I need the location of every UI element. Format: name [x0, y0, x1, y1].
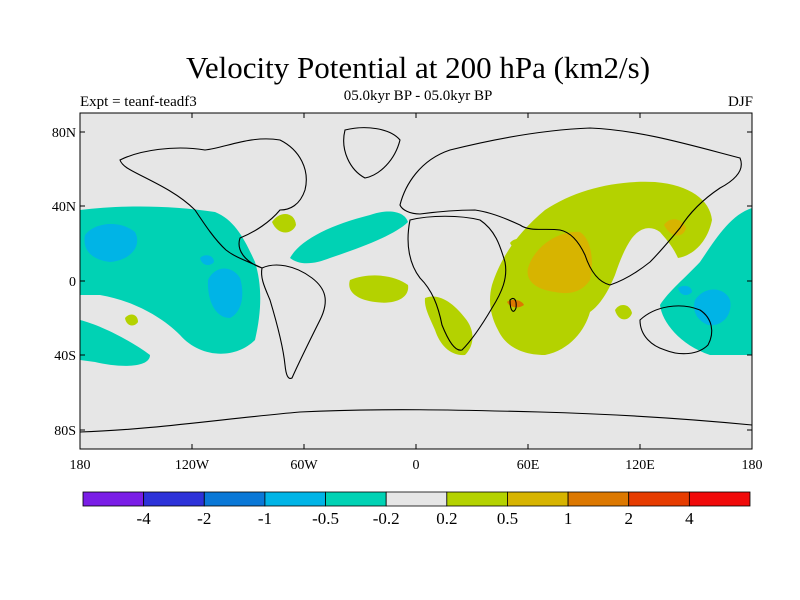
positive-region-north-atlantic	[272, 214, 296, 233]
positive-region-australia	[615, 304, 632, 320]
negative-core-west-pacific	[694, 289, 731, 326]
colorbar-label: 0.2	[436, 509, 457, 528]
lat-tick-label: 80S	[54, 424, 76, 439]
positive-core-japan	[664, 219, 686, 236]
plot-title: Velocity Potential at 200 hPa (km2/s)	[185, 50, 651, 85]
lon-tick-label: 180	[70, 458, 91, 473]
colorbar-box	[203, 491, 266, 507]
lon-tick-label: 120W	[175, 458, 210, 473]
lat-tick-label: 80N	[52, 126, 76, 141]
colorbar-label: 4	[685, 509, 694, 528]
colorbar-box	[628, 491, 690, 507]
contour-fill-layer	[80, 181, 752, 366]
colorbar-label: -2	[197, 509, 211, 528]
negative-region-south-pacific	[80, 320, 150, 366]
lon-tick-label: 0	[413, 458, 420, 473]
longitude-axis: 180 120W 60W 0 60E 120E 180	[70, 113, 763, 473]
lat-tick-label: 40N	[52, 200, 76, 215]
colorbar-box	[143, 491, 205, 507]
colorbar-box	[688, 491, 751, 507]
colorbar-box	[325, 491, 387, 507]
coastline-australia	[639, 305, 713, 355]
colorbar-box	[507, 491, 569, 507]
negative-region-west-pacific	[660, 208, 752, 355]
positive-core-small	[507, 299, 524, 308]
lon-tick-label: 60E	[517, 458, 540, 473]
negative-core-hawaii	[84, 224, 138, 262]
negative-core-east-pacific	[207, 268, 243, 318]
season-label: DJF	[727, 94, 753, 110]
positive-region-arabia	[510, 238, 530, 251]
negative-core-small-2	[678, 285, 692, 296]
colorbar-label: -0.5	[312, 509, 339, 528]
positive-core-india	[527, 231, 592, 294]
coastline-south-america	[261, 264, 326, 379]
coastline-africa	[407, 215, 507, 351]
colorbar-box	[82, 491, 145, 507]
lat-tick-label: 40S	[54, 349, 76, 364]
colorbar-box	[264, 491, 326, 507]
colorbar-box	[446, 491, 508, 507]
coastline-antarctica	[80, 409, 752, 433]
colorbar: -4 -2 -1 -0.5 -0.2 0.2 0.5 1 2 4	[82, 491, 751, 528]
colorbar-label: 0.5	[497, 509, 518, 528]
lon-tick-label: 60W	[290, 458, 318, 473]
plot-subtitle: 05.0kyr BP - 05.0kyr BP	[343, 88, 493, 104]
latitude-axis: 80N 40N 0 40S 80S	[52, 126, 752, 439]
positive-region-atlantic	[349, 275, 409, 303]
colorbar-label: 1	[564, 509, 573, 528]
colorbar-box	[385, 491, 448, 507]
colorbar-label: -0.2	[373, 509, 400, 528]
lon-tick-label: 120E	[625, 458, 655, 473]
experiment-label: Expt = teanf-teadf3	[80, 94, 197, 110]
lat-tick-label: 0	[69, 275, 76, 290]
colorbar-box	[567, 491, 630, 507]
negative-core-small	[200, 255, 214, 266]
negative-region-west-atlantic	[290, 211, 408, 264]
coastline-layer	[80, 127, 752, 433]
colorbar-label: 2	[624, 509, 633, 528]
coastline-madagascar	[509, 297, 517, 312]
colorbar-label: -1	[258, 509, 272, 528]
positive-region-indian-ocean	[490, 181, 712, 355]
colorbar-label: -4	[137, 509, 152, 528]
positive-region-small-sw	[125, 314, 138, 326]
coastline-north-america	[119, 138, 307, 269]
positive-region-africa-south	[424, 296, 473, 356]
coastline-eurasia	[399, 127, 742, 286]
coastline-greenland	[343, 127, 401, 179]
lon-tick-label: 180	[742, 458, 763, 473]
